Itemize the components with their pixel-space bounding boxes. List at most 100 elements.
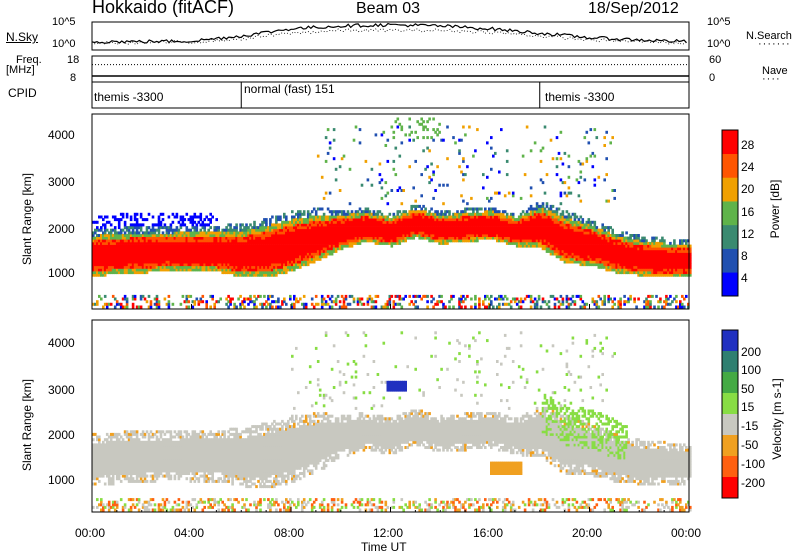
power-cell [191,247,195,251]
power-cell [161,244,165,248]
power-cell [153,247,157,251]
power-cell [233,257,236,261]
power-cell [237,236,240,240]
power-cell [269,247,272,251]
power-cell [545,228,549,232]
power-cell [92,257,95,261]
power-cell [197,236,201,240]
power-cell [125,297,129,301]
power-cell [297,249,300,253]
power-cell [153,265,157,269]
power-cell [486,236,489,240]
power-cell [261,223,264,227]
power-cell [621,271,624,275]
power-cell [517,223,521,227]
power-cell [533,305,537,309]
power-cell [155,236,159,240]
power-cell [177,247,181,251]
power-cell [237,268,240,272]
power-cell [267,297,270,301]
power-cell [265,223,268,227]
power-cell [241,257,244,261]
power-cell [362,302,366,306]
power-cell [609,226,612,230]
power-cell [613,302,616,306]
power-cell [193,249,197,253]
power-cell [115,218,119,222]
power-cell [521,228,525,232]
power-cell [557,236,561,240]
power-cell [424,167,427,171]
power-cell [370,215,374,219]
power-cell [438,234,441,237]
power-cell [563,181,567,185]
power-cell [541,300,545,304]
power-cell [221,268,224,272]
power-cell [388,212,392,216]
power-cell [273,244,276,248]
power-cell [197,234,201,237]
power-cell [322,252,326,256]
power-cell [533,223,537,227]
power-cell [519,236,523,240]
power-cell [547,226,551,230]
power-cell [205,239,208,243]
power-cell [103,273,107,277]
power-cell [454,236,457,240]
power-cell [96,252,99,256]
power-cell [334,231,338,235]
power-cell [301,226,304,230]
power-cell [314,212,318,216]
power-cell [390,226,394,230]
power-cell [98,273,101,277]
power-cell [316,302,320,306]
power-cell [505,234,509,237]
power-cell [265,236,268,240]
power-cell [561,241,565,245]
power-cell [340,231,344,235]
power-cell [464,207,467,211]
power-cell [277,257,280,261]
power-cell [306,244,310,248]
power-cell [103,231,107,235]
power-cell [179,244,183,248]
power-cell [191,231,195,235]
power-cell [161,252,165,256]
power-cell [133,260,137,264]
power-cell [139,244,143,248]
power-cell [358,207,362,211]
power-cell [281,255,284,259]
power-cell [498,212,501,216]
power-cell [422,234,425,237]
power-cell [591,260,595,264]
power-cell [213,239,216,243]
power-cell [167,300,171,304]
power-cell [263,226,266,230]
power-cell [100,265,103,269]
power-cell [249,236,252,240]
power-cell [539,210,543,214]
power-cell [336,236,340,240]
power-cell [199,236,203,240]
power-cell [137,226,141,230]
power-cell [384,228,388,232]
power-cell [189,252,193,256]
power-cell [241,223,244,227]
power-cell [384,144,388,147]
power-cell [573,231,577,235]
power-cell [233,249,236,253]
power-cell [551,223,555,227]
power-cell [215,239,218,243]
power-cell [398,228,402,232]
power-cell [135,239,139,243]
power-cell [277,263,280,267]
power-cell [541,218,545,222]
power-cell [593,300,597,304]
power-cell [547,241,551,245]
power-cell [583,255,587,259]
power-cell [490,236,493,240]
power-cell [299,226,302,230]
power-cell [165,239,169,243]
power-cell [103,249,107,253]
power-cell [185,260,189,264]
